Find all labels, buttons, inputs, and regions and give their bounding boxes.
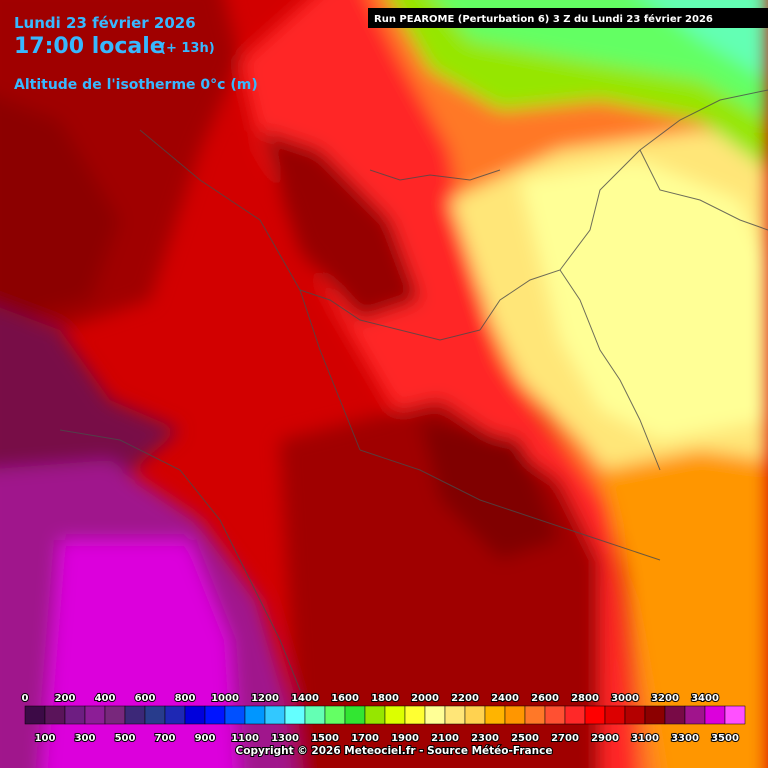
legend-swatch <box>304 705 326 725</box>
legend-label: 1700 <box>351 733 379 744</box>
legend-label: 1300 <box>271 733 299 744</box>
legend-swatch <box>24 705 46 725</box>
legend-swatch <box>524 705 546 725</box>
legend-swatch <box>264 705 286 725</box>
legend-swatch <box>544 705 566 725</box>
copyright: Copyright © 2026 Meteociel.fr - Source M… <box>236 745 553 757</box>
time: 17:00 locale <box>14 34 165 59</box>
run-info: Run PEAROME (Perturbation 6) 3 Z du Lund… <box>374 13 713 25</box>
legend-label: 3300 <box>671 733 699 744</box>
legend-label: 2300 <box>471 733 499 744</box>
legend-label: 400 <box>95 693 116 704</box>
legend-swatch <box>604 705 626 725</box>
legend-swatch <box>144 705 166 725</box>
legend-label: 2200 <box>451 693 479 704</box>
legend: 0 100 200 300 400 500 600 700 800 900 1000 1100 1200… <box>21 692 746 745</box>
legend-swatch <box>404 705 426 725</box>
legend-label: 3500 <box>711 733 739 744</box>
legend-label: 200 <box>55 693 76 704</box>
legend-swatch <box>484 705 506 725</box>
legend-label: 2400 <box>491 693 519 704</box>
legend-swatch <box>104 705 126 725</box>
legend-swatch <box>444 705 466 725</box>
legend-swatch <box>424 705 446 725</box>
legend-swatch <box>684 705 706 725</box>
legend-label: 2100 <box>431 733 459 744</box>
legend-swatch <box>704 705 726 725</box>
legend-swatch <box>504 705 526 725</box>
legend-swatch <box>224 705 246 725</box>
legend-label: 600 <box>135 693 156 704</box>
legend-label: 3400 <box>691 693 719 704</box>
legend-swatch <box>624 705 646 725</box>
lead-time: (+ 13h) <box>160 41 215 56</box>
date: Lundi 23 février 2026 <box>14 14 196 32</box>
legend-label: 1100 <box>231 733 259 744</box>
legend-swatch <box>284 705 306 725</box>
legend-label: 1000 <box>211 693 239 704</box>
legend-label: 800 <box>175 693 196 704</box>
legend-label: 2500 <box>511 733 539 744</box>
legend-label: 1200 <box>251 693 279 704</box>
legend-label: 1500 <box>311 733 339 744</box>
legend-swatch <box>584 705 606 725</box>
legend-label: 3100 <box>631 733 659 744</box>
legend-swatch <box>364 705 386 725</box>
legend-swatch <box>244 705 266 725</box>
legend-swatch <box>324 705 346 725</box>
legend-swatch <box>184 705 206 725</box>
legend-label: 500 <box>115 733 136 744</box>
legend-swatch <box>464 705 486 725</box>
legend-label: 1400 <box>291 693 319 704</box>
legend-label: 1900 <box>391 733 419 744</box>
legend-label: 100 <box>35 733 56 744</box>
parameter: Altitude de l'isotherme 0°c (m) <box>14 77 258 93</box>
legend-label: 1600 <box>331 693 359 704</box>
legend-label: 2700 <box>551 733 579 744</box>
run-box <box>368 8 768 28</box>
legend-swatch <box>124 705 146 725</box>
legend-swatch <box>384 705 406 725</box>
legend-swatch <box>44 705 66 725</box>
legend-swatch <box>204 705 226 725</box>
legend-label: 3200 <box>651 693 679 704</box>
legend-label: 2800 <box>571 693 599 704</box>
legend-swatch <box>164 705 186 725</box>
legend-label: 2000 <box>411 693 439 704</box>
legend-label: 3000 <box>611 693 639 704</box>
legend-swatch <box>344 705 366 725</box>
legend-swatch <box>664 705 686 725</box>
legend-swatch <box>64 705 86 725</box>
legend-swatch <box>84 705 106 725</box>
legend-label: 300 <box>75 733 96 744</box>
legend-swatch <box>564 705 586 725</box>
legend-label: 700 <box>155 733 176 744</box>
legend-label: 2600 <box>531 693 559 704</box>
legend-swatch <box>644 705 666 725</box>
legend-swatch <box>724 705 746 725</box>
legend-label: 900 <box>195 733 216 744</box>
legend-label: 0 <box>22 693 29 704</box>
legend-label: 1800 <box>371 693 399 704</box>
borders <box>59 89 768 691</box>
legend-label: 2900 <box>591 733 619 744</box>
